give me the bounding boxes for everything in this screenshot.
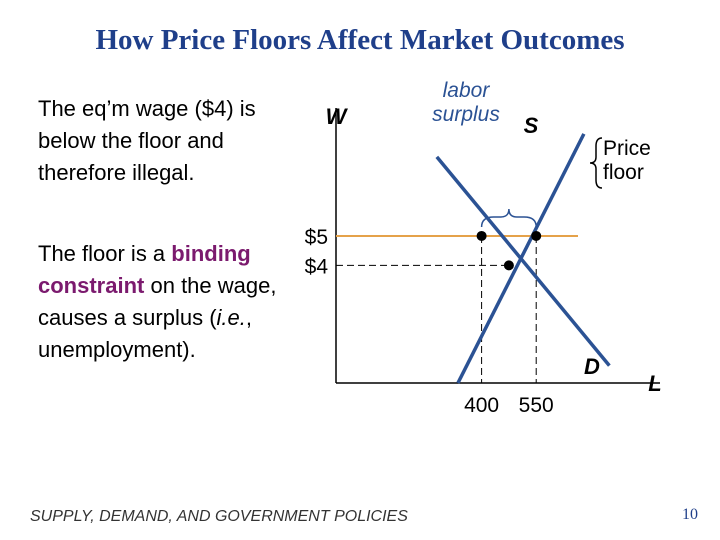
surplus-brace [480, 208, 537, 227]
binding-constraint-text: binding constraint [38, 241, 251, 298]
bullet2-post: , unemployment). [38, 305, 253, 362]
bullet-binding-constraint: The floor is a binding constraint on the… [38, 238, 288, 366]
floor-demand-point [476, 230, 487, 241]
x-axis-label: L [648, 371, 661, 396]
page-number: 10 [682, 506, 698, 523]
floor-supply-point [531, 230, 542, 241]
bullet-equilibrium-illegal: The eq’m wage ($4) is below the floor an… [38, 96, 256, 185]
x-tick-label-400: 400 [464, 394, 499, 417]
y-tick-label-5: $5 [305, 226, 328, 249]
demand-curve-label: D [584, 354, 600, 379]
y-axis-label: W [326, 104, 349, 129]
labor-surplus-label: labor surplus [432, 79, 500, 126]
label-floor-line-0: Price [603, 137, 651, 160]
x-tick-label-550: 550 [519, 394, 554, 417]
price-floor-label: Price floor [603, 137, 651, 184]
bullet2-mid: on the wage, causes a surplus ( [38, 273, 277, 330]
bullet2-italic: i.e. [216, 305, 246, 330]
price-floor-brace [589, 137, 603, 189]
equilibrium-point [503, 260, 514, 271]
footer-text: SUPPLY, DEMAND, AND GOVERNMENT POLICIES [30, 508, 408, 525]
supply-curve-label: S [524, 113, 539, 138]
label-floor-line-1: floor [603, 161, 644, 184]
bullet2-pre: The floor is a [38, 241, 166, 266]
label-surplus-line-1: surplus [432, 103, 500, 126]
demand-curve [435, 155, 611, 367]
slide-title: How Price Floors Affect Market Outcomes [95, 24, 625, 56]
y-tick-label-4: $4 [305, 255, 329, 278]
label-surplus-line-0: labor [443, 79, 491, 102]
